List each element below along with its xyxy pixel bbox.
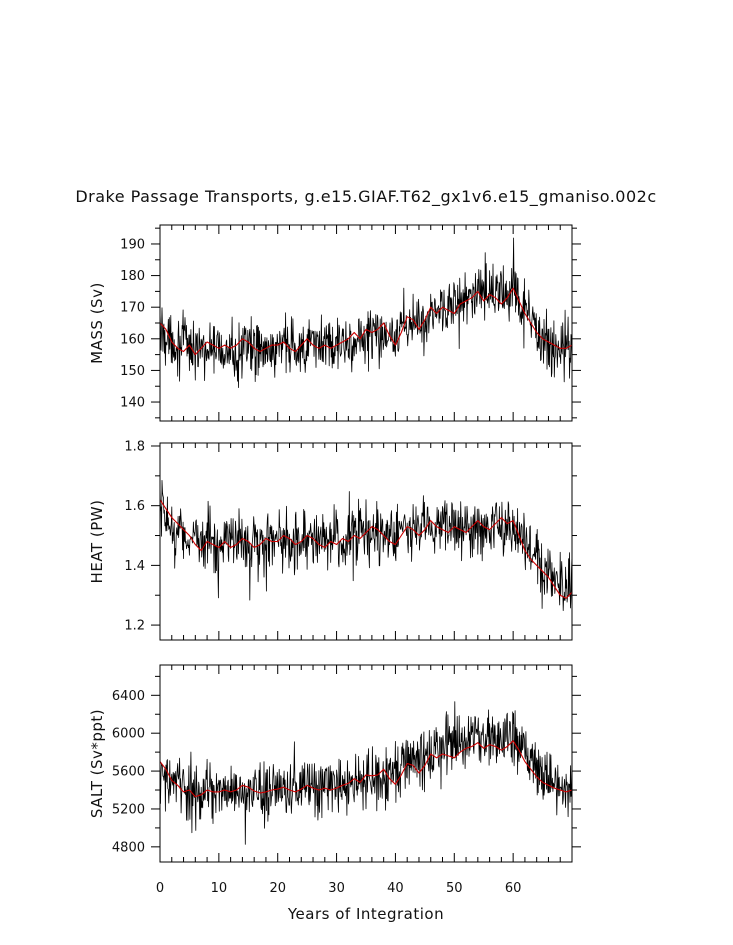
y-tick-label: 1.8: [124, 439, 145, 454]
y-tick-label: 1.4: [124, 559, 145, 574]
monthly-series-line: [160, 480, 572, 611]
x-tick-label: 40: [387, 881, 404, 896]
annual-mean-line: [160, 740, 572, 798]
y-axis-label: MASS (Sv): [88, 282, 106, 364]
x-tick-label: 20: [269, 881, 286, 896]
y-tick-label: 1.2: [124, 619, 145, 634]
y-axis-label: SALT (Sv*ppt): [88, 709, 106, 818]
plot-area: [160, 701, 572, 845]
y-axis-label: HEAT (PW): [88, 500, 106, 584]
y-tick-label: 6400: [112, 689, 145, 704]
y-tick-label: 5600: [112, 765, 145, 780]
y-tick-label: 180: [120, 269, 145, 284]
x-tick-label: 30: [328, 881, 345, 896]
chart-title: Drake Passage Transports, g.e15.GIAF.T62…: [75, 187, 656, 207]
heat-panel: 1.2 1.4 1.6 1.8 HEAT (PW): [88, 439, 581, 641]
mass-panel: 140 150 160 170 180 190 MASS (Sv): [88, 224, 581, 422]
y-tick-label: 1.6: [124, 499, 145, 514]
y-tick-label: 150: [120, 364, 145, 379]
plot-area: [160, 480, 572, 611]
annual-mean-line: [160, 287, 572, 356]
y-tick-label: 4800: [112, 840, 145, 855]
plot-frame: [159, 664, 573, 863]
plot-frame: [159, 224, 573, 422]
monthly-series-line: [160, 237, 572, 388]
x-tick-label: 50: [446, 881, 463, 896]
plot-area: [160, 237, 572, 388]
y-tick-label: 170: [120, 301, 145, 316]
x-axis-label: Years of Integration: [287, 905, 444, 923]
annual-mean-line: [160, 499, 572, 599]
y-tick-label: 140: [120, 396, 145, 411]
y-tick-label: 160: [120, 332, 145, 347]
salt-panel: 4800 5200 5600 6000 6400 SALT (Sv*ppt) 0 10 20 30…: [88, 664, 581, 896]
y-tick-label: 5200: [112, 802, 145, 817]
y-tick-label: 6000: [112, 727, 145, 742]
monthly-series-line: [160, 701, 572, 845]
x-tick-label: 60: [505, 881, 522, 896]
x-tick-label: 10: [211, 881, 228, 896]
x-tick-label: 0: [156, 881, 164, 896]
plot-frame: [159, 442, 573, 641]
y-tick-label: 190: [120, 237, 145, 252]
